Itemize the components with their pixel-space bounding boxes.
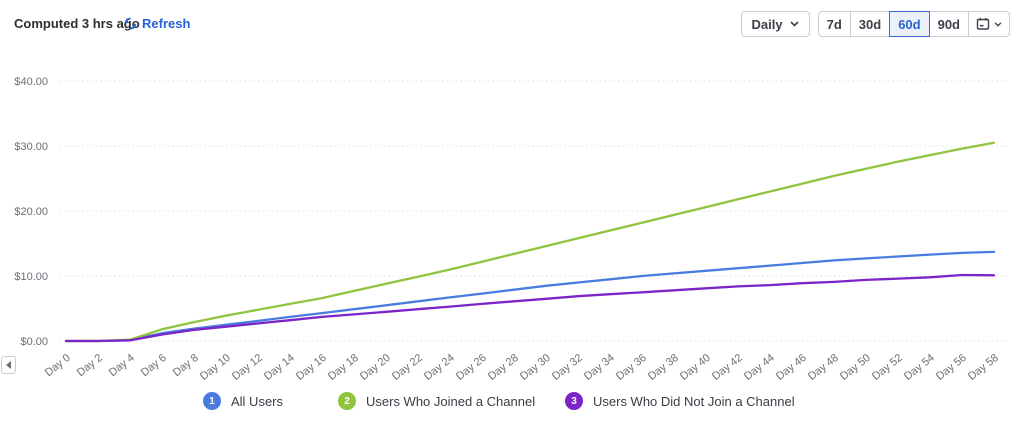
y-axis-tick-label: $10.00: [14, 271, 48, 283]
x-axis-tick-label: Day 4: [107, 352, 137, 379]
chevron-down-icon: [994, 21, 1002, 27]
legend-item-2[interactable]: 2 Users Who Joined a Channel: [338, 392, 535, 410]
range-button-group: 7d 30d 60d 90d: [817, 11, 1010, 37]
x-axis-tick-label: Day 10: [198, 352, 233, 383]
refresh-button[interactable]: Refresh: [122, 14, 192, 33]
range-button-90d[interactable]: 90d: [928, 11, 969, 37]
chevron-down-icon: [790, 21, 799, 27]
legend-series-label: All Users: [231, 393, 284, 409]
x-axis-tick-label: Day 0: [43, 352, 73, 379]
scroll-left-button[interactable]: [1, 356, 16, 374]
custom-date-range-button[interactable]: [968, 11, 1010, 37]
calendar-icon: [976, 18, 990, 30]
legend-item-3[interactable]: 3 Users Who Did Not Join a Channel: [565, 392, 795, 410]
x-axis-tick-label: Day 30: [518, 352, 553, 383]
legend-item-1[interactable]: 1 All Users: [203, 392, 283, 410]
x-axis-tick-label: Day 54: [902, 352, 937, 383]
x-axis-tick-label: Day 24: [422, 352, 457, 383]
x-axis-tick-label: Day 18: [326, 352, 361, 383]
granularity-dropdown[interactable]: Daily: [740, 11, 810, 37]
x-axis-tick-label: Day 6: [139, 352, 169, 379]
x-axis-tick-label: Day 28: [486, 352, 521, 383]
legend-series-number-badge: 1: [203, 392, 221, 410]
x-axis-tick-label: Day 40: [678, 352, 713, 383]
range-button-30d[interactable]: 30d: [849, 11, 891, 37]
x-axis-tick-label: Day 12: [230, 352, 265, 383]
y-axis-tick-label: $30.00: [14, 141, 48, 153]
x-axis-tick-label: Day 48: [806, 352, 841, 383]
range-button-7d[interactable]: 7d: [817, 11, 851, 37]
x-axis-tick-label: Day 16: [294, 352, 329, 383]
x-axis-tick-label: Day 22: [390, 352, 425, 383]
legend-series-number-badge: 3: [565, 392, 583, 410]
refresh-icon: [124, 17, 137, 30]
legend-series-label: Users Who Did Not Join a Channel: [593, 393, 795, 409]
y-axis-tick-label: $20.00: [14, 206, 48, 218]
x-axis-tick-label: Day 38: [646, 352, 681, 383]
x-axis-tick-label: Day 58: [966, 352, 1001, 383]
date-range-controls: Daily 7d 30d 60d 90d: [740, 11, 1010, 37]
computed-status-text: Computed 3 hrs ago: [14, 16, 140, 31]
series-line-2[interactable]: [64, 141, 996, 343]
x-axis-tick-label: Day 44: [742, 352, 777, 383]
x-axis-tick-label: Day 56: [934, 352, 969, 383]
x-axis-tick-label: Day 42: [710, 352, 745, 383]
x-axis-tick-label: Day 36: [614, 352, 649, 383]
x-axis-tick-label: Day 50: [838, 352, 873, 383]
x-axis-tick-label: Day 46: [774, 352, 809, 383]
legend-series-number-badge: 2: [338, 392, 356, 410]
x-axis-tick-label: Day 26: [454, 352, 489, 383]
refresh-label: Refresh: [142, 16, 191, 31]
x-axis-tick-label: Day 34: [582, 352, 617, 383]
left-arrow-icon: [6, 361, 11, 369]
granularity-label: Daily: [751, 16, 783, 32]
x-axis-tick-label: Day 52: [870, 352, 905, 383]
legend-series-label: Users Who Joined a Channel: [366, 393, 536, 409]
y-axis-tick-label: $0.00: [20, 336, 48, 348]
x-axis-tick-label: Day 20: [358, 352, 393, 383]
series-line-1[interactable]: [64, 250, 996, 343]
x-axis-tick-label: Day 8: [171, 352, 201, 379]
x-axis-tick-label: Day 14: [262, 352, 297, 383]
x-axis-tick-label: Day 2: [75, 352, 105, 379]
y-axis-tick-label: $40.00: [14, 76, 48, 88]
range-button-60d[interactable]: 60d: [889, 11, 930, 37]
series-line-3[interactable]: [64, 273, 996, 343]
x-axis-tick-label: Day 32: [550, 352, 585, 383]
